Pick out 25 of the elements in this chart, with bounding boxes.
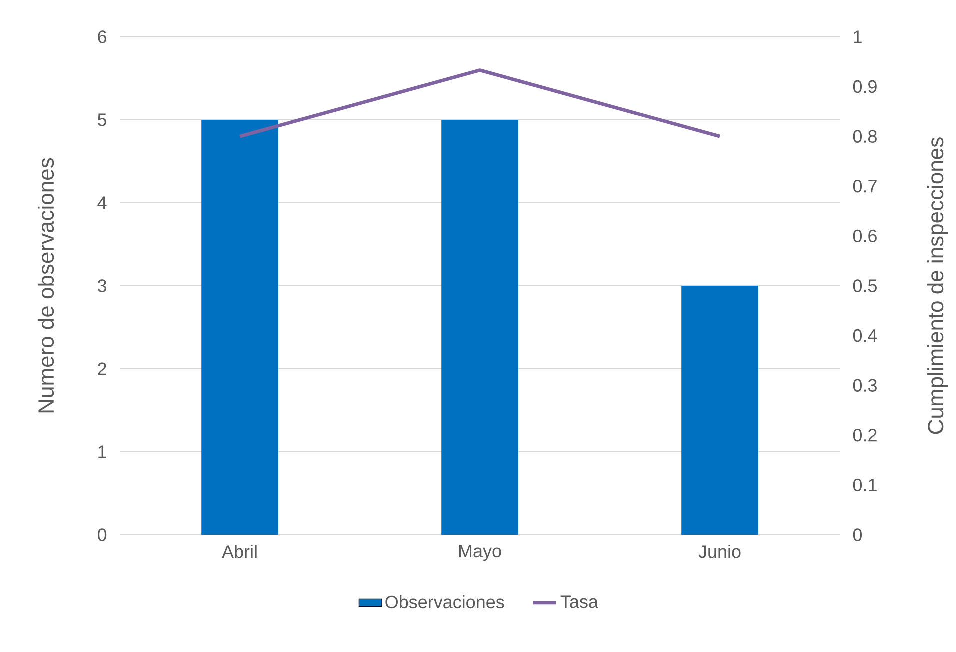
y2-tick-label: 0.1 bbox=[853, 478, 877, 492]
y-tick-label: 6 bbox=[98, 30, 107, 44]
y-tick-label: 1 bbox=[98, 446, 106, 458]
y2-tick-label: 0.3 bbox=[853, 379, 877, 392]
y2-tick-label: 0.8 bbox=[853, 130, 877, 143]
x-tick-label: Abril bbox=[222, 545, 257, 558]
y2-tick-label: 0.7 bbox=[853, 180, 877, 193]
legend-label: Observaciones bbox=[386, 595, 504, 609]
y-tick-label: 4 bbox=[98, 196, 107, 210]
y2-tick-label: 0.6 bbox=[853, 230, 877, 243]
y2-tick-label: 0.4 bbox=[853, 329, 878, 342]
x-tick-label: Mayo bbox=[459, 545, 502, 562]
y-tick-label: 2 bbox=[98, 362, 106, 376]
y2-tick-label: 0.9 bbox=[853, 80, 877, 94]
y-tick-label: 0 bbox=[98, 528, 107, 542]
y2-tick-label: 1 bbox=[854, 30, 862, 44]
y-tick-label: 5 bbox=[98, 114, 107, 126]
y-tick-label: 3 bbox=[98, 280, 107, 292]
legend-label: Tasa bbox=[560, 596, 598, 608]
y2-axis-title: Cumplimiento de inspecciones bbox=[928, 138, 948, 434]
y-axis-title: Numero de observaciones bbox=[38, 158, 54, 413]
y2-tick-label: 0.2 bbox=[853, 429, 877, 442]
y2-tick-label: 0 bbox=[853, 528, 862, 542]
y2-tick-label: 0.5 bbox=[853, 280, 877, 292]
x-tick-label: Junio bbox=[698, 545, 741, 558]
